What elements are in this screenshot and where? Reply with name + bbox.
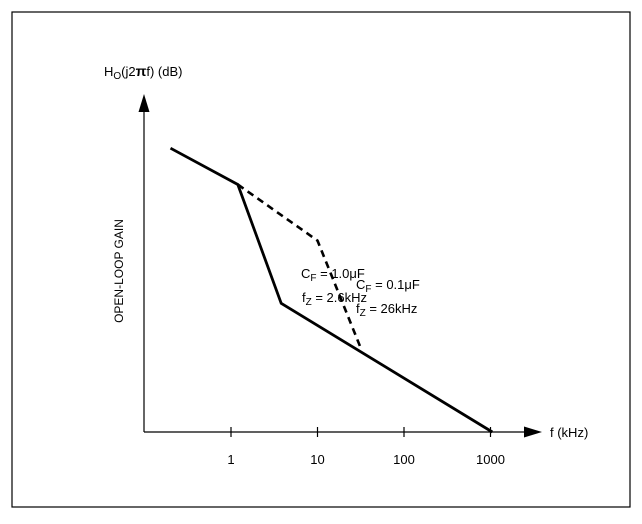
x-tick-label-2: 100 [393, 452, 415, 467]
annotation-cf-1uF-line1: CF = 1.0μF [301, 266, 365, 284]
series-group [169, 146, 494, 434]
x-ticks: 1 10 100 1000 [227, 427, 505, 467]
x-tick-label-3: 1000 [476, 452, 505, 467]
y-axis-arrow [138, 94, 150, 112]
series-line-solid [169, 146, 494, 434]
x-axis-title: f (kHz) [550, 425, 588, 440]
x-tick-label-0: 1 [227, 452, 234, 467]
series-line-dashed [237, 183, 362, 347]
y-axis-side-label: OPEN-LOOP GAIN [112, 219, 126, 323]
x-axis-arrow [524, 426, 542, 438]
annotation-cf-0.1uF-line2: fZ = 26kHz [356, 301, 417, 319]
x-tick-label-1: 10 [310, 452, 324, 467]
annotation-cf-0.1uF-line1: CF = 0.1μF [356, 277, 420, 295]
y-axis-title: HO(j2πf) (dB) [104, 63, 182, 82]
figure-border [11, 11, 631, 508]
annotation-cf-1uF-line2: fZ = 2.6kHz [302, 290, 367, 308]
